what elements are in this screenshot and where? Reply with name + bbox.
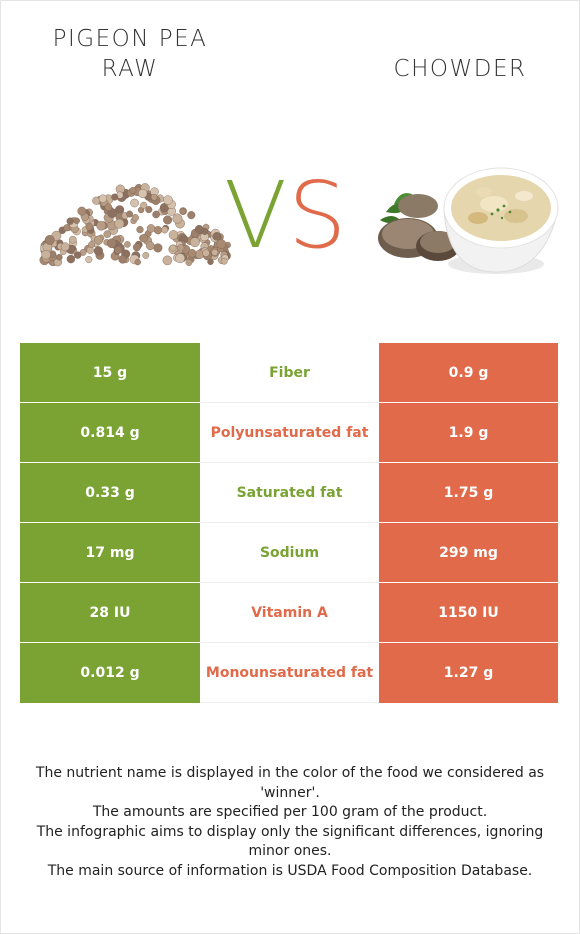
nutrient-row: 15 g Fiber 0.9 g (20, 343, 558, 403)
food-title-right: CHOWDER (393, 56, 527, 82)
vs-letter-v: V (224, 162, 287, 269)
nutrient-row: 0.33 g Saturated fat 1.75 g (20, 462, 558, 523)
food-title-left: PIGEON PEA RAW (52, 26, 208, 82)
right-value: 299 mg (379, 522, 558, 583)
nutrient-name: Fiber (200, 343, 379, 403)
nutrient-name: Vitamin A (200, 582, 379, 643)
left-value: 0.33 g (20, 462, 200, 523)
pigeon-pea-image (36, 165, 236, 275)
nutrient-row: 17 mg Sodium 299 mg (20, 522, 558, 583)
footnote-line: The amounts are specified per 100 gram o… (92, 804, 488, 820)
right-value: 1.75 g (379, 462, 558, 523)
comparison-table: 15 g Fiber 0.9 g 0.814 g Polyunsaturated fat… (20, 343, 558, 703)
nutrient-row: 28 IU Vitamin A 1150 IU (20, 582, 558, 643)
nutrient-row: 0.814 g Polyunsaturated fat 1.9 g (20, 402, 558, 463)
footnote: The nutrient name is displayed in the co… (20, 764, 560, 881)
nutrient-row: 0.012 g Monounsaturated fat 1.27 g (20, 642, 558, 703)
vs-letter-s: S (288, 162, 347, 269)
left-value: 0.012 g (20, 642, 200, 703)
left-value: 28 IU (20, 582, 200, 643)
footnote-line: The main source of information is USDA F… (47, 862, 533, 879)
right-value: 1.9 g (379, 402, 558, 463)
nutrient-name: Monounsaturated fat (200, 642, 379, 703)
footnote-line: The nutrient name is displayed in the co… (35, 765, 545, 801)
footnote-line: The infographic aims to display only the… (36, 823, 544, 860)
right-value: 0.9 g (379, 343, 558, 403)
right-value: 1150 IU (379, 582, 558, 643)
nutrient-name: Sodium (200, 522, 379, 583)
left-value: 0.814 g (20, 402, 200, 463)
chowder-image (366, 160, 562, 280)
left-value: 15 g (20, 343, 200, 403)
nutrient-name: Polyunsaturated fat (200, 402, 379, 463)
left-value: 17 mg (20, 522, 200, 583)
nutrient-name: Saturated fat (200, 462, 379, 523)
right-value: 1.27 g (379, 642, 558, 703)
